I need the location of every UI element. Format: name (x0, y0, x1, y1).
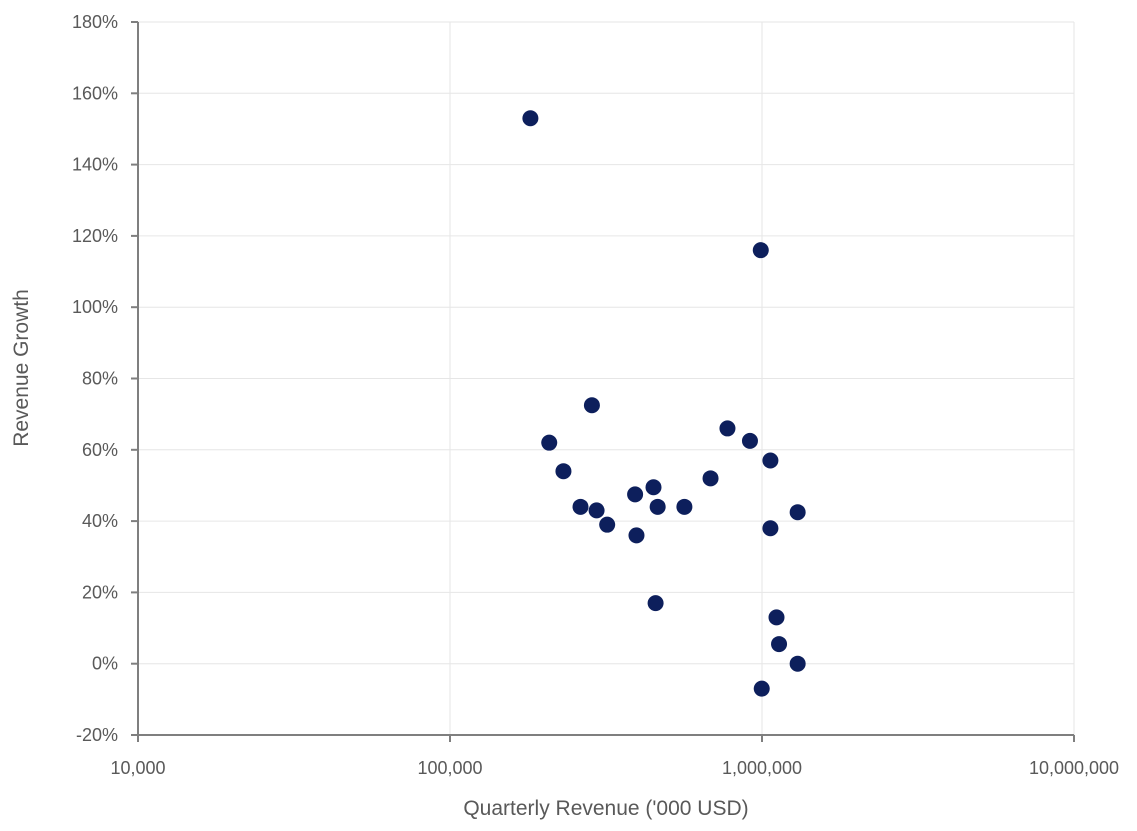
x-tick-label: 10,000 (110, 758, 165, 778)
y-tick-label: 40% (82, 511, 118, 531)
data-point (647, 595, 664, 612)
data-point (522, 110, 539, 127)
x-tick-label: 1,000,000 (722, 758, 802, 778)
x-tick-label: 100,000 (417, 758, 482, 778)
y-tick-label: 60% (82, 440, 118, 460)
gridlines (138, 21, 1075, 735)
data-point (741, 432, 758, 449)
data-point (676, 498, 693, 515)
data-point (789, 655, 806, 672)
y-tick-label: 120% (72, 226, 118, 246)
data-point (753, 680, 770, 697)
data-point (752, 242, 769, 259)
x-tick-label: 10,000,000 (1029, 758, 1119, 778)
y-tick-label: 180% (72, 12, 118, 32)
data-point (599, 516, 616, 533)
y-tick-label: 160% (72, 83, 118, 103)
y-tick-label: 100% (72, 297, 118, 317)
data-point (628, 527, 645, 544)
data-point (627, 486, 644, 503)
y-tick-label: -20% (76, 725, 118, 745)
axes (131, 21, 1075, 742)
y-axis-title: Revenue Growth (10, 289, 33, 447)
data-point (588, 502, 605, 519)
data-point (702, 470, 719, 487)
data-point (572, 498, 589, 515)
tick-labels: -20% 0% 20% 40% 60% 80% 100% 120% 140% 160% 180% 10… (72, 12, 1119, 778)
data-point (541, 434, 558, 451)
data-point (762, 520, 779, 537)
y-tick-label: 20% (82, 582, 118, 602)
data-point (768, 609, 785, 626)
data-point (771, 636, 788, 653)
data-point (649, 498, 666, 515)
data-points (522, 110, 806, 697)
y-tick-label: 140% (72, 155, 118, 175)
data-point (719, 420, 736, 437)
y-tick-label: 0% (92, 654, 118, 674)
data-point (645, 479, 662, 496)
data-point (583, 397, 600, 414)
data-point (789, 504, 806, 521)
y-tick-label: 80% (82, 369, 118, 389)
x-axis-title: Quarterly Revenue ('000 USD) (463, 797, 748, 820)
data-point (555, 463, 572, 480)
data-point (762, 452, 779, 469)
